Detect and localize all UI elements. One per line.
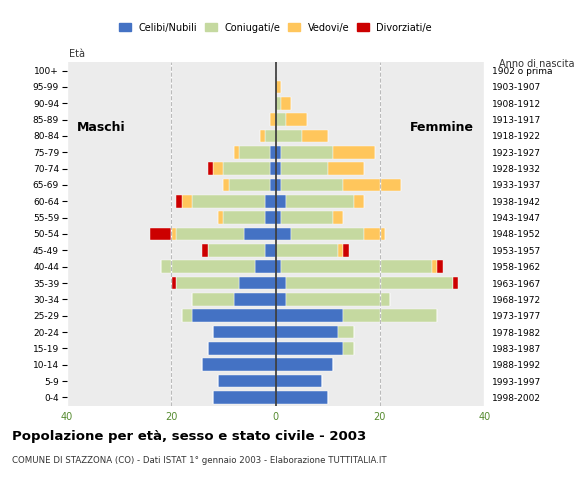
Bar [276, 179, 281, 192]
Bar [276, 130, 302, 142]
Bar [276, 326, 338, 338]
Bar [276, 293, 286, 306]
Bar [276, 195, 286, 208]
Bar [276, 146, 281, 159]
Bar [171, 228, 176, 240]
Bar [218, 375, 276, 387]
Bar [270, 179, 276, 192]
Bar [234, 146, 239, 159]
Bar [432, 260, 437, 273]
Bar [281, 179, 343, 192]
Bar [281, 162, 328, 175]
Bar [265, 244, 276, 257]
Bar [223, 162, 270, 175]
Bar [281, 211, 333, 224]
Bar [176, 228, 244, 240]
Bar [270, 113, 276, 126]
Bar [338, 244, 343, 257]
Bar [333, 211, 343, 224]
Bar [192, 293, 234, 306]
Bar [453, 276, 458, 289]
Bar [255, 260, 276, 273]
Bar [171, 276, 176, 289]
Bar [302, 130, 328, 142]
Bar [276, 276, 286, 289]
Bar [265, 195, 276, 208]
Bar [234, 293, 276, 306]
Bar [343, 179, 401, 192]
Bar [276, 309, 343, 322]
Bar [286, 276, 453, 289]
Bar [343, 342, 354, 355]
Bar [176, 276, 239, 289]
Bar [286, 113, 307, 126]
Bar [281, 260, 432, 273]
Bar [328, 162, 364, 175]
Bar [270, 146, 276, 159]
Bar [192, 195, 265, 208]
Bar [218, 211, 223, 224]
Bar [281, 97, 291, 109]
Text: Età: Età [70, 49, 85, 59]
Bar [276, 342, 343, 355]
Bar [343, 309, 437, 322]
Bar [364, 228, 385, 240]
Bar [281, 146, 333, 159]
Bar [244, 228, 276, 240]
Bar [208, 162, 213, 175]
Bar [202, 359, 276, 371]
Bar [213, 326, 276, 338]
Bar [202, 244, 208, 257]
Bar [338, 326, 354, 338]
Bar [176, 195, 182, 208]
Bar [276, 113, 286, 126]
Bar [213, 391, 276, 404]
Legend: Celibi/Nubili, Coniugati/e, Vedovi/e, Divorziati/e: Celibi/Nubili, Coniugati/e, Vedovi/e, Di… [119, 23, 432, 33]
Bar [265, 211, 276, 224]
Bar [276, 97, 281, 109]
Bar [291, 228, 364, 240]
Bar [276, 244, 338, 257]
Text: Femmine: Femmine [410, 121, 474, 134]
Bar [276, 260, 281, 273]
Text: COMUNE DI STAZZONA (CO) - Dati ISTAT 1° gennaio 2003 - Elaborazione TUTTITALIA.I: COMUNE DI STAZZONA (CO) - Dati ISTAT 1° … [12, 456, 386, 465]
Bar [354, 195, 364, 208]
Bar [265, 130, 276, 142]
Bar [223, 211, 265, 224]
Bar [239, 276, 276, 289]
Bar [333, 146, 375, 159]
Bar [343, 244, 349, 257]
Bar [208, 244, 265, 257]
Bar [161, 260, 255, 273]
Bar [286, 293, 390, 306]
Bar [150, 228, 171, 240]
Bar [182, 309, 192, 322]
Bar [276, 375, 322, 387]
Bar [223, 179, 229, 192]
Bar [276, 81, 281, 93]
Bar [208, 342, 276, 355]
Text: Maschi: Maschi [77, 121, 126, 134]
Bar [276, 359, 333, 371]
Bar [239, 146, 270, 159]
Bar [276, 211, 281, 224]
Bar [286, 195, 354, 208]
Bar [192, 309, 276, 322]
Bar [213, 162, 223, 175]
Bar [260, 130, 265, 142]
Bar [276, 391, 328, 404]
Text: Popolazione per età, sesso e stato civile - 2003: Popolazione per età, sesso e stato civil… [12, 430, 366, 443]
Bar [229, 179, 270, 192]
Bar [182, 195, 192, 208]
Bar [276, 162, 281, 175]
Text: Anno di nascita: Anno di nascita [499, 59, 574, 69]
Bar [437, 260, 443, 273]
Bar [276, 228, 291, 240]
Bar [270, 162, 276, 175]
